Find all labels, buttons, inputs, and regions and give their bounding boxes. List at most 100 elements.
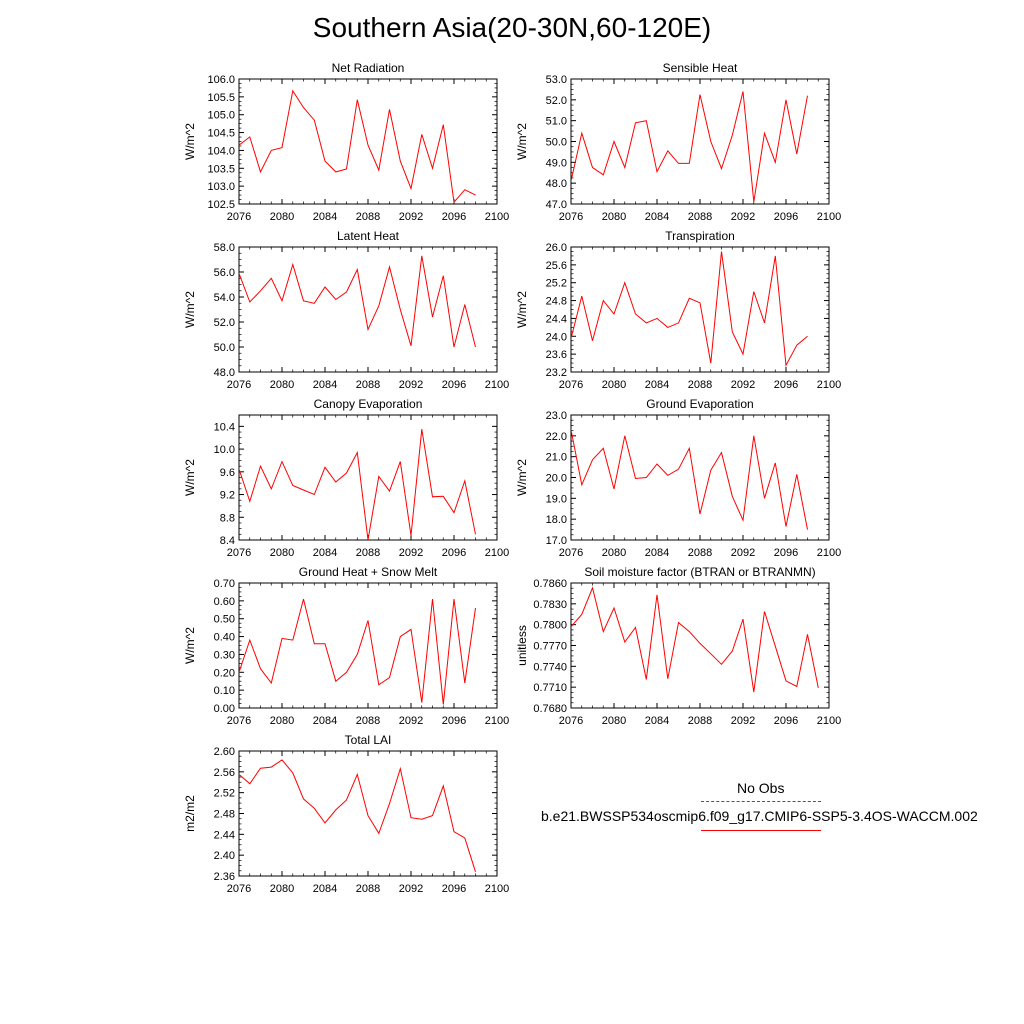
x-tick-label: 2076 [559,379,583,391]
x-tick-label: 2092 [731,379,755,391]
y-tick-label: 9.6 [220,467,235,479]
x-tick-label: 2080 [270,211,294,223]
y-tick-label: 26.0 [546,242,567,254]
legend-obs-line [701,801,821,802]
x-tick-label: 2092 [399,379,423,391]
y-tick-label: 102.5 [207,199,235,211]
x-tick-label: 2076 [227,379,251,391]
x-tick-label: 2080 [270,883,294,895]
y-tick-label: 0.7680 [533,703,567,715]
panel-title: Total LAI [345,733,392,747]
x-tick-label: 2096 [774,379,798,391]
y-tick-label: 0.20 [214,667,235,679]
y-tick-label: 2.56 [214,767,235,779]
y-tick-label: 20.0 [546,473,567,485]
x-tick-label: 2092 [399,547,423,559]
y-tick-label: 50.0 [214,342,235,354]
legend-obs-label: No Obs [737,780,785,796]
x-tick-label: 2088 [688,715,712,727]
y-tick-label: 0.7740 [533,661,567,673]
x-tick-label: 2088 [688,547,712,559]
x-tick-label: 2088 [356,715,380,727]
y-tick-label: 0.7800 [533,620,567,632]
x-tick-label: 2080 [602,715,626,727]
series-line [571,429,808,530]
y-tick-label: 56.0 [214,267,235,279]
y-tick-label: 105.5 [207,92,235,104]
x-tick-label: 2092 [731,715,755,727]
x-tick-label: 2096 [442,379,466,391]
x-tick-label: 2092 [399,883,423,895]
y-axis-label: W/m^2 [515,123,529,160]
y-axis-label: W/m^2 [515,291,529,328]
y-tick-label: 19.0 [546,493,567,505]
y-tick-label: 25.2 [546,278,567,290]
panel-title: Latent Heat [337,229,400,243]
x-tick-label: 2080 [602,547,626,559]
panel-frame [238,246,498,373]
y-tick-label: 0.7770 [533,641,567,653]
panel-title: Soil moisture factor (BTRAN or BTRANMN) [584,565,815,579]
x-tick-label: 2100 [817,379,841,391]
x-tick-label: 2080 [270,547,294,559]
panel-title: Net Radiation [332,61,405,75]
y-tick-label: 2.48 [214,809,235,821]
y-tick-label: 58.0 [214,242,235,254]
y-tick-label: 48.0 [214,367,235,379]
x-tick-label: 2100 [817,211,841,223]
x-tick-label: 2080 [270,379,294,391]
y-tick-label: 50.0 [546,137,567,149]
panel-title: Transpiration [665,229,735,243]
x-tick-label: 2084 [313,715,337,727]
x-tick-label: 2092 [731,547,755,559]
x-tick-label: 2076 [227,883,251,895]
x-tick-label: 2076 [227,715,251,727]
y-tick-label: 24.8 [546,296,567,308]
y-tick-label: 0.7710 [533,682,567,694]
y-tick-label: 24.4 [546,313,567,325]
x-tick-label: 2096 [774,547,798,559]
x-tick-label: 2076 [559,547,583,559]
x-tick-label: 2100 [817,715,841,727]
y-tick-label: 0.00 [214,703,235,715]
y-tick-label: 8.8 [220,512,235,524]
y-tick-label: 0.30 [214,649,235,661]
x-tick-label: 2088 [356,211,380,223]
panel-frame [570,414,830,541]
y-tick-label: 23.2 [546,367,567,379]
y-tick-label: 103.5 [207,163,235,175]
y-tick-label: 52.0 [214,317,235,329]
x-tick-label: 2076 [559,211,583,223]
panel-title: Canopy Evaporation [314,397,423,411]
series-line [239,255,476,348]
x-tick-label: 2100 [817,547,841,559]
y-axis-label: W/m^2 [183,459,197,496]
y-tick-label: 22.0 [546,431,567,443]
y-tick-label: 104.0 [207,145,235,157]
x-tick-label: 2076 [559,715,583,727]
x-tick-label: 2096 [442,211,466,223]
series-line [239,759,476,872]
x-tick-label: 2092 [731,211,755,223]
y-tick-label: 25.6 [546,260,567,272]
x-tick-label: 2076 [227,211,251,223]
y-tick-label: 9.2 [220,490,235,502]
y-tick-label: 21.0 [546,452,567,464]
y-tick-label: 0.70 [214,578,235,590]
x-tick-label: 2096 [442,715,466,727]
x-tick-label: 2084 [313,547,337,559]
y-tick-label: 0.7860 [533,578,567,590]
x-tick-label: 2084 [645,547,669,559]
x-tick-label: 2088 [688,211,712,223]
x-tick-label: 2088 [688,379,712,391]
y-tick-label: 51.0 [546,116,567,128]
series-line [239,598,476,705]
x-tick-label: 2080 [270,715,294,727]
y-tick-label: 2.40 [214,850,235,862]
x-tick-label: 2084 [313,211,337,223]
y-tick-label: 8.4 [220,535,235,547]
x-tick-label: 2084 [645,379,669,391]
legend-model-label: b.e21.BWSSP534oscmip6.f09_g17.CMIP6-SSP5… [541,808,978,824]
y-tick-label: 49.0 [546,157,567,169]
